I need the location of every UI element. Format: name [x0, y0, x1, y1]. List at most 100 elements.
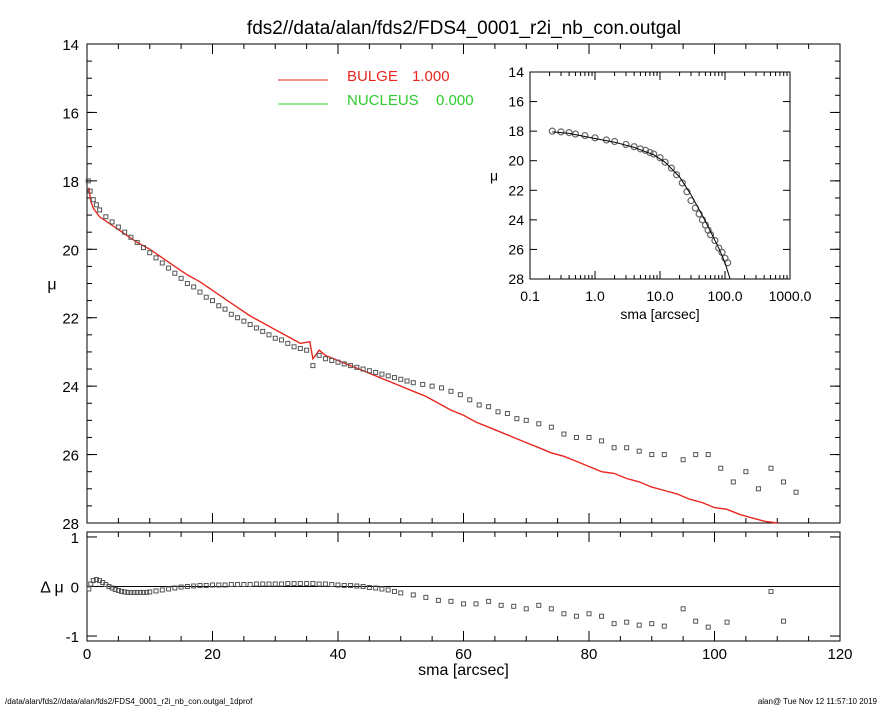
main-data-point [222, 306, 228, 312]
residual-data-point [548, 606, 554, 612]
main-y-tick-label: 28 [62, 516, 79, 533]
main-data-point [467, 397, 473, 403]
residual-x-tick-label: 120 [827, 646, 852, 663]
main-data-point [504, 411, 510, 417]
residual-data-point [112, 586, 118, 592]
residual-x-tick-label: 100 [702, 646, 727, 663]
residual-data-point [241, 582, 247, 588]
residual-data-point [291, 581, 297, 587]
inset-data-point [695, 210, 703, 218]
main-y-tick-label: 20 [62, 242, 79, 259]
bulge-model-line [88, 187, 778, 524]
main-data-point [523, 417, 529, 423]
inset-y-tick-label: 26 [508, 241, 524, 257]
main-data-point [354, 364, 360, 370]
main-data-point [573, 434, 579, 440]
main-data-point [285, 340, 291, 346]
residual-data-point [140, 589, 146, 595]
inset-y-tick-label: 24 [508, 212, 524, 228]
inset-x-tick-label: 10.0 [646, 288, 673, 304]
main-data-point [191, 284, 197, 290]
main-data-point [166, 265, 172, 271]
main-data-point [147, 250, 153, 256]
main-data-point [649, 452, 655, 458]
residual-x-tick-label: 60 [455, 646, 472, 663]
residual-data-point [423, 594, 429, 600]
main-y-tick-label: 18 [62, 174, 79, 191]
main-data-point [457, 392, 463, 398]
main-profile-plot: 14 16 18 20 22 24 26 28 μ [47, 37, 841, 533]
main-data-point [379, 371, 385, 377]
main-data-point [611, 445, 617, 451]
inset-y-axis-label: μ [490, 168, 498, 184]
main-y-tick-label: 24 [62, 379, 79, 396]
residual-data-point [253, 581, 259, 587]
main-data-point [253, 325, 259, 331]
inset-y-tick-label: 28 [508, 271, 524, 287]
inset-data-point [672, 171, 681, 179]
main-y-tick-label: 26 [62, 448, 79, 465]
residual-data-point [781, 618, 787, 624]
residual-data-point [435, 597, 441, 603]
residual-y-tick-label: 1 [71, 530, 79, 547]
residual-data-point [216, 582, 222, 588]
inset-data-point [667, 164, 676, 172]
main-y-axis-label: μ [47, 277, 56, 294]
main-data-point [329, 357, 335, 363]
footer-timestamp: alan@ Tue Nov 12 11:57:10 2019 [757, 697, 877, 706]
main-data-point [793, 489, 799, 495]
residual-data-point [649, 621, 655, 627]
residual-data-point [109, 585, 115, 591]
main-data-point [360, 366, 366, 372]
inset-x-axis-label: sma [arcsec] [620, 306, 699, 322]
residual-data-point [310, 581, 316, 587]
residual-data-point [147, 589, 153, 595]
main-data-point [197, 289, 203, 295]
residual-data-point [461, 601, 466, 607]
main-data-point [228, 311, 234, 317]
residual-data-point [247, 582, 253, 588]
residual-data-point [260, 581, 266, 587]
main-data-point [122, 229, 128, 235]
residual-data-point [486, 598, 492, 604]
residual-data-point [272, 581, 278, 587]
chart-title: fds2//data/alan/fds2/FDS4_0001_r2i_nb_co… [247, 18, 681, 39]
residual-data-point [266, 581, 272, 587]
main-data-point [599, 438, 605, 444]
residual-data-point [724, 619, 730, 625]
main-data-point [624, 445, 630, 451]
main-data-point [216, 303, 222, 309]
main-data-point [247, 322, 253, 328]
inset-y-tick-label: 16 [508, 94, 524, 110]
main-y-tick-label: 16 [62, 105, 79, 122]
main-data-point [279, 337, 285, 343]
residual-data-point [410, 592, 416, 598]
residual-data-point [366, 584, 372, 590]
main-data-point [705, 452, 711, 458]
main-data-point [636, 448, 642, 454]
inset-log-plot: 14 16 18 20 22 24 26 280.1 1.0 10.0 100.0 1000.0 sma… [490, 64, 812, 322]
main-data-point [272, 335, 278, 341]
main-data-point [391, 375, 397, 381]
inset-data-point [715, 244, 723, 252]
residual-data-point [511, 603, 517, 609]
residual-data-point [222, 582, 228, 588]
residual-data-point [184, 584, 190, 589]
inset-data-point [565, 129, 573, 137]
residual-data-point [360, 584, 366, 589]
main-data-point [486, 404, 492, 410]
residual-data-point [119, 588, 125, 594]
main-data-point [743, 469, 749, 475]
main-data-point [322, 356, 328, 362]
residual-data-point [128, 589, 134, 595]
main-data-point [366, 368, 372, 374]
main-data-point [404, 378, 410, 384]
residual-data-point [166, 586, 172, 592]
residual-data-point [228, 582, 234, 588]
residual-x-tick-label: 40 [330, 646, 347, 663]
residual-data-point [341, 583, 347, 589]
main-data-point [514, 416, 520, 422]
main-data-point [87, 188, 93, 194]
residual-y-axis-label: Δ μ [40, 580, 63, 597]
